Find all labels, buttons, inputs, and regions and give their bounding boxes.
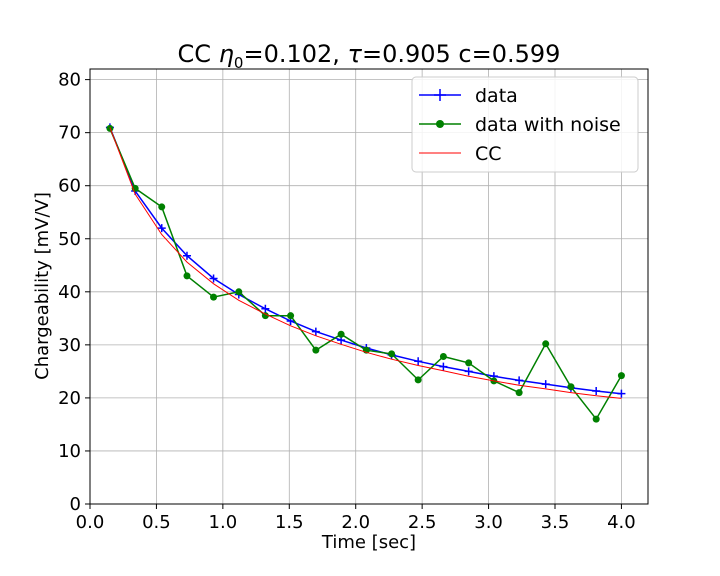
series-line-cc	[109, 127, 622, 399]
legend-marker-data	[434, 89, 446, 101]
y-tick-label: 40	[58, 282, 81, 303]
data-point-data	[209, 274, 218, 283]
x-tick-label: 0.0	[76, 512, 105, 533]
legend-label-cc: CC	[475, 143, 502, 165]
x-tick-label: 1.0	[209, 512, 238, 533]
data-point-data	[439, 362, 448, 371]
data-point-data-with-noise	[515, 389, 523, 397]
data-point-data-with-noise	[439, 353, 447, 361]
y-tick-label: 10	[58, 441, 81, 462]
y-tick-label: 60	[58, 176, 81, 197]
legend: data data with noise CC	[411, 76, 639, 173]
y-tick-label: 0	[70, 494, 81, 515]
title-eta-subscript: 0	[234, 54, 244, 72]
title-tau: τ	[348, 40, 363, 68]
data-point-data-with-noise	[337, 330, 345, 338]
legend-box	[411, 76, 639, 173]
title-end: =0.905 c=0.599	[362, 40, 560, 68]
x-tick-label: 2.5	[408, 512, 437, 533]
data-point-data-with-noise	[312, 346, 320, 354]
x-tick-label: 4.0	[607, 512, 636, 533]
data-point-data-with-noise	[414, 376, 422, 384]
data-point-data-with-noise	[287, 312, 295, 320]
x-tick-label: 3.0	[474, 512, 503, 533]
data-point-data	[541, 380, 550, 389]
x-axis-label: Time [sec]	[321, 532, 416, 553]
data-point-data	[515, 376, 524, 385]
y-tick-label: 50	[58, 229, 81, 250]
data-point-data	[311, 327, 320, 336]
chart-title: CC η0=0.102, τ=0.905 c=0.599	[178, 40, 561, 72]
x-tick-label: 0.5	[142, 512, 171, 533]
data-point-data-with-noise	[465, 359, 473, 367]
title-eta: η	[219, 40, 234, 68]
data-point-data	[617, 389, 626, 398]
legend-label-data: data	[475, 85, 518, 107]
data-point-data	[592, 387, 601, 396]
title-prefix: CC	[178, 40, 219, 68]
y-tick-label: 70	[58, 123, 81, 144]
data-point-data-with-noise	[617, 372, 625, 380]
data-point-data-with-noise	[388, 350, 396, 358]
title-rest: =0.102,	[243, 40, 347, 68]
data-point-data-with-noise	[235, 288, 243, 296]
legend-label-noise: data with noise	[475, 114, 621, 136]
y-tick-label: 80	[58, 70, 81, 91]
data-point-data	[182, 251, 191, 260]
plot-frame	[89, 68, 649, 505]
data-point-data-with-noise	[542, 340, 550, 348]
data-point-data-with-noise	[261, 312, 269, 320]
series-layer	[105, 123, 626, 423]
data-point-data	[261, 304, 270, 313]
x-tick-label: 3.5	[541, 512, 570, 533]
ticks: 0.0 0.5 1.0 1.5 2.0 2.5 3.0 3.5 4.0 0 10 20 30 40 50 60…	[58, 70, 636, 533]
data-point-data	[157, 224, 166, 233]
legend-marker-noise	[436, 120, 444, 128]
data-point-data-with-noise	[567, 383, 575, 391]
y-axis-label: Chargeability [mV/V]	[32, 192, 53, 380]
y-tick-label: 20	[58, 388, 81, 409]
data-point-data-with-noise	[592, 415, 600, 423]
x-tick-label: 1.5	[275, 512, 304, 533]
data-point-data	[464, 367, 473, 376]
x-tick-label: 2.0	[341, 512, 370, 533]
data-point-data-with-noise	[183, 272, 191, 280]
data-point-data-with-noise	[158, 203, 166, 211]
data-point-data-with-noise	[210, 293, 218, 301]
data-point-data	[414, 357, 423, 366]
y-tick-label: 30	[58, 335, 81, 356]
